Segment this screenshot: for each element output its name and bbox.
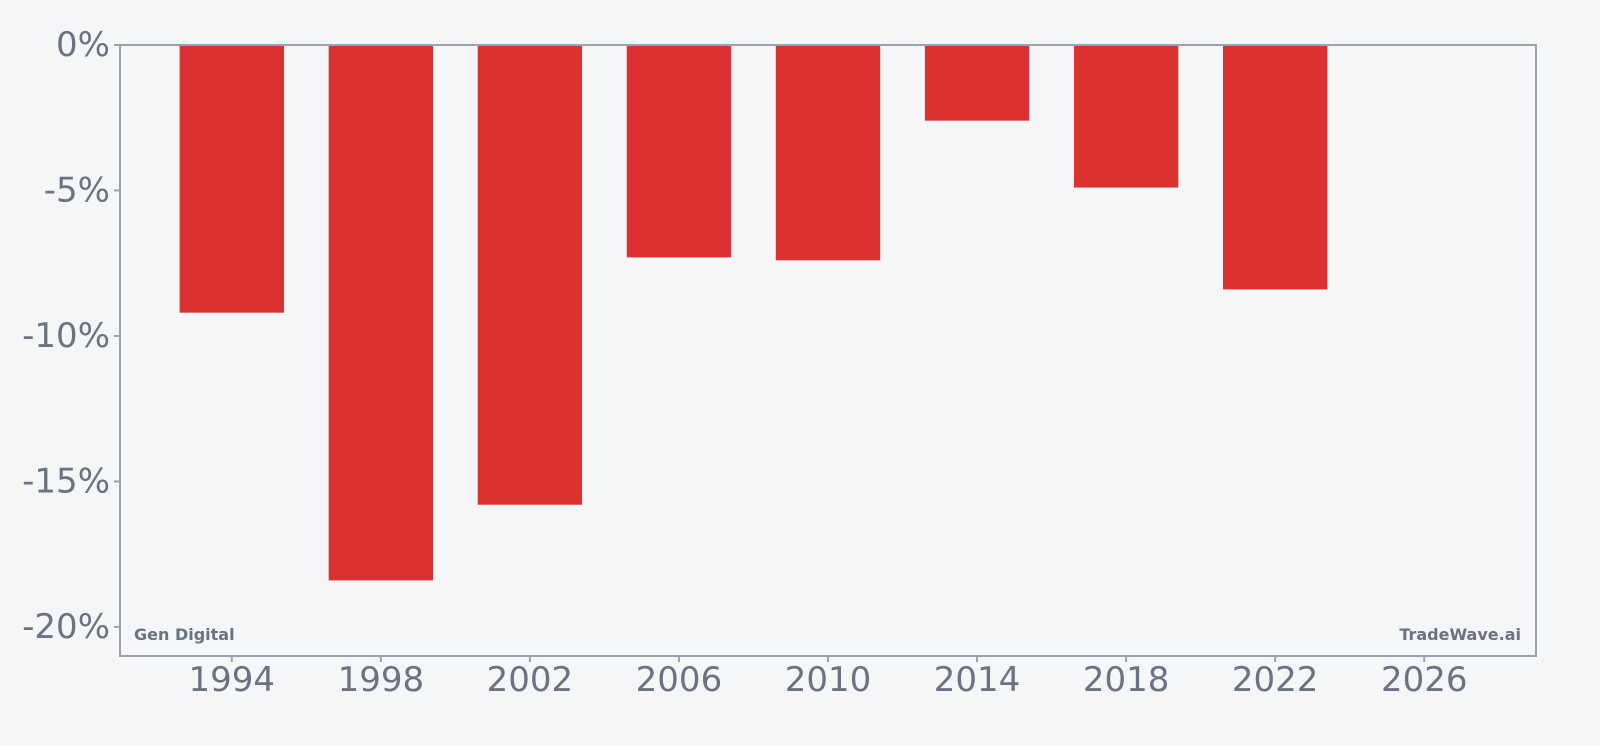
bar-2022 (1222, 45, 1328, 290)
bar-2006 (626, 45, 732, 258)
x-axis: 1994 1998 2002 2006 2010 2014 2018 2022 2026 (189, 656, 1468, 700)
bar-1994 (179, 45, 284, 313)
bar-1998 (328, 45, 434, 581)
x-tick-label: 2026 (1381, 660, 1468, 700)
x-tick-label: 2018 (1083, 660, 1170, 700)
bar-2010 (775, 45, 881, 261)
y-tick-label: 0% (56, 25, 110, 65)
source-watermark: TradeWave.ai (1399, 625, 1521, 644)
x-tick-label: 2010 (785, 660, 872, 700)
bar-2002 (477, 45, 583, 505)
bar-2018 (1073, 45, 1179, 188)
bar-2014 (924, 45, 1030, 121)
x-tick-label: 2022 (1232, 660, 1319, 700)
company-watermark: Gen Digital (134, 625, 235, 644)
y-axis: 0% -5% -10% -15% -20% (22, 25, 120, 647)
x-tick-label: 2006 (636, 660, 723, 700)
x-tick-label: 2002 (487, 660, 574, 700)
y-tick-label: -10% (22, 316, 110, 356)
y-tick-label: -20% (22, 607, 110, 647)
x-tick-label: 1994 (189, 660, 276, 700)
x-tick-label: 2014 (934, 660, 1021, 700)
bars-group (179, 45, 1328, 581)
y-tick-label: -15% (22, 461, 110, 501)
y-tick-label: -5% (44, 170, 110, 210)
x-tick-label: 1998 (338, 660, 425, 700)
